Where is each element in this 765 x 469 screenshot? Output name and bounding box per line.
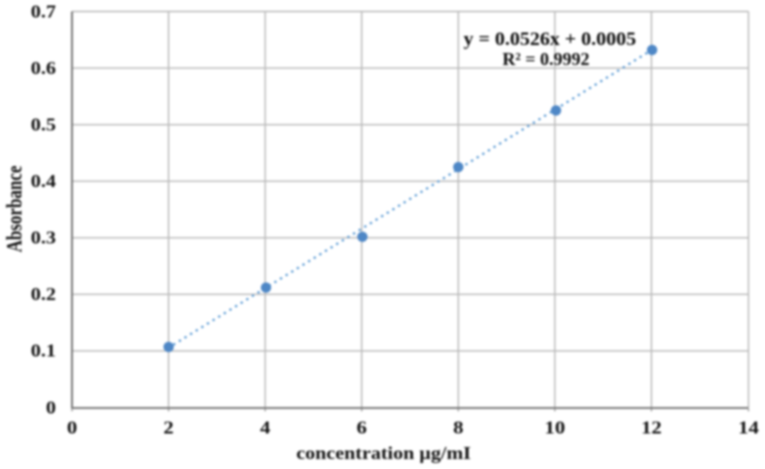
svg-text:0.2: 0.2 [31,285,56,305]
svg-text:4: 4 [260,419,271,438]
svg-text:y = 0.0526x + 0.0005: y = 0.0526x + 0.0005 [464,30,637,50]
svg-text:0.4: 0.4 [31,172,57,192]
svg-text:14: 14 [738,419,759,438]
svg-text:Absorbance: Absorbance [2,165,27,252]
svg-text:0.7: 0.7 [31,2,57,22]
svg-text:0.5: 0.5 [31,115,56,135]
svg-text:0: 0 [67,419,77,438]
svg-text:6: 6 [357,419,368,438]
svg-text:concentration µg/mI: concentration µg/mI [296,444,471,464]
svg-text:R² = 0.9992: R² = 0.9992 [502,49,589,69]
svg-text:10: 10 [545,419,566,438]
svg-text:0.6: 0.6 [31,59,56,79]
svg-text:12: 12 [641,419,662,438]
svg-text:0: 0 [46,398,56,418]
svg-text:0.1: 0.1 [31,342,56,362]
svg-text:8: 8 [453,419,464,438]
svg-text:0.3: 0.3 [31,229,56,249]
svg-text:2: 2 [163,419,173,438]
